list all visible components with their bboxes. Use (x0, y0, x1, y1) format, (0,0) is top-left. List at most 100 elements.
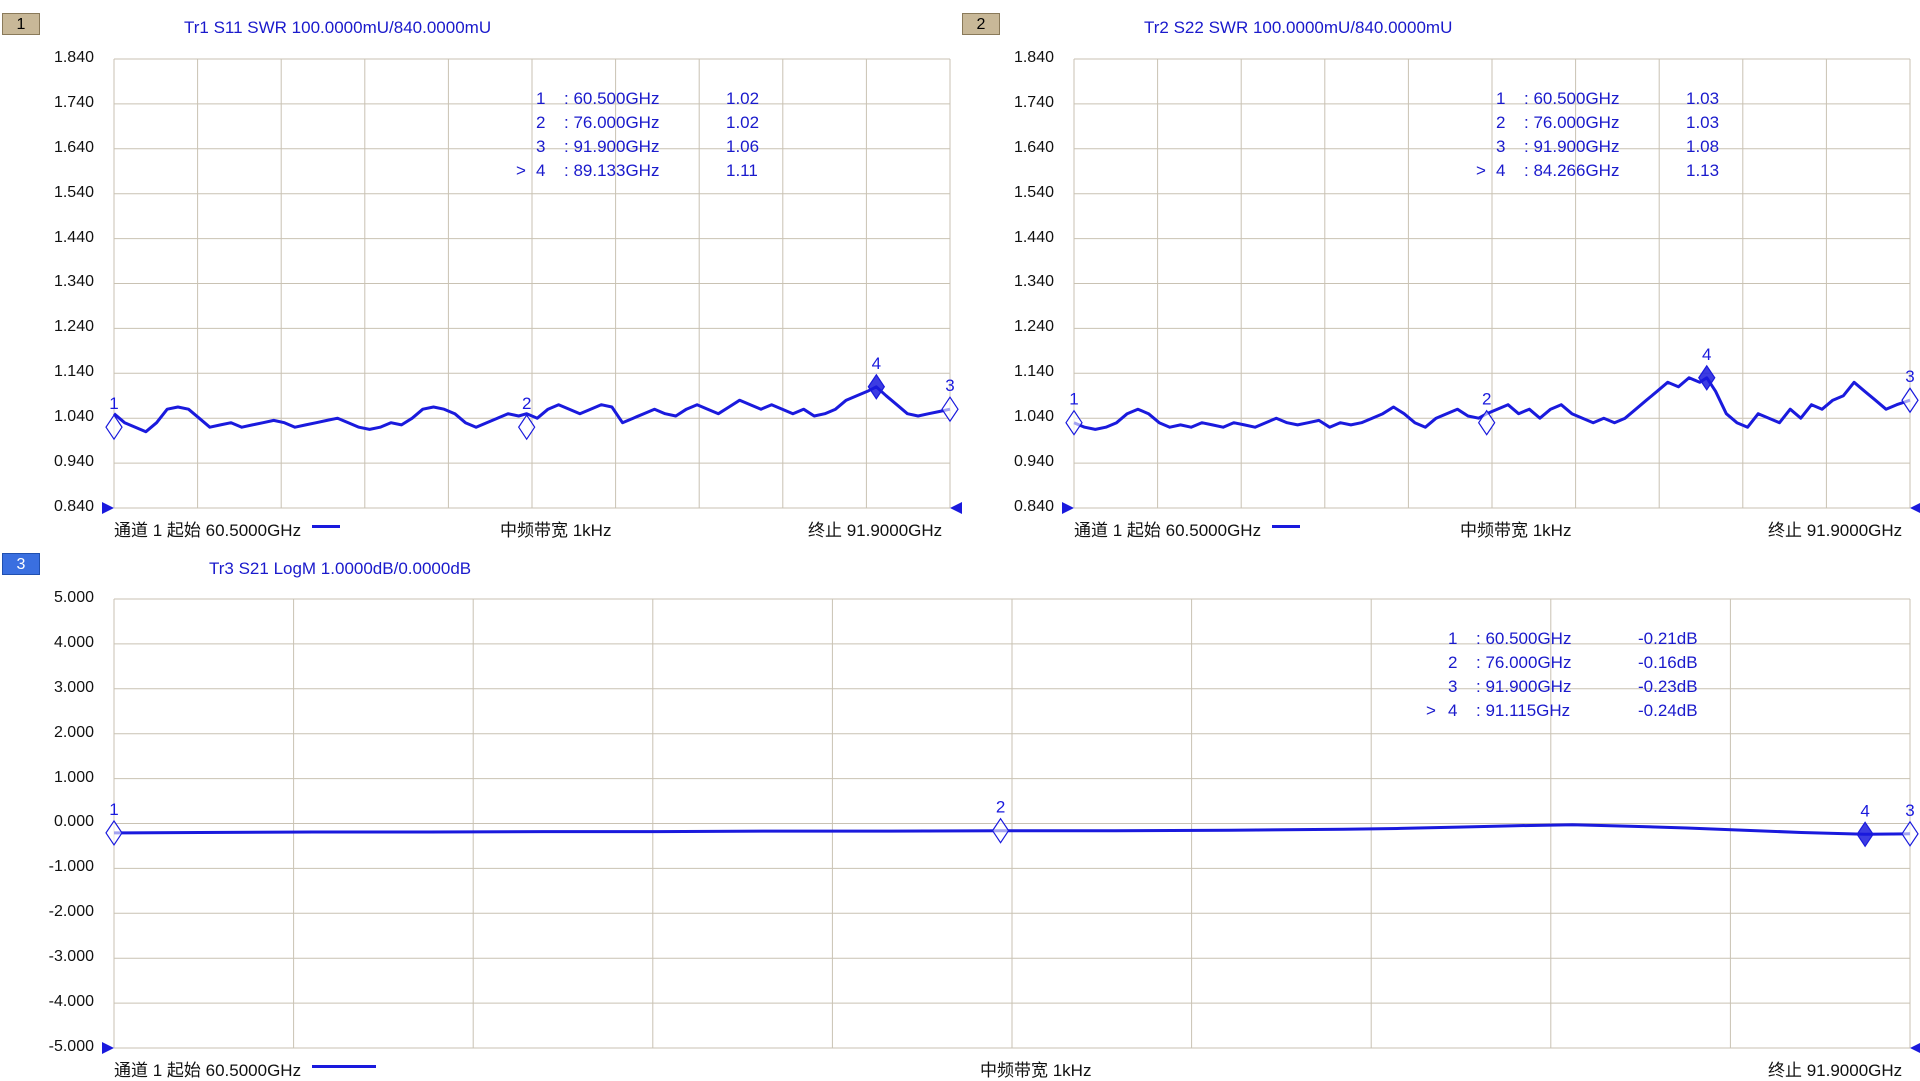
footer-start: 通道 1 起始 60.5000GHz (114, 521, 302, 540)
marker-label: 2 (1482, 390, 1491, 409)
marker-frequency: : 76.000GHz (1524, 113, 1620, 132)
y-tick-label: -4.000 (48, 993, 94, 1010)
marker-label: 1 (1069, 390, 1078, 409)
plot-area[interactable]: 1 2 3 4 (0, 540, 1920, 1080)
trace-panel-3[interactable]: 3 Tr3 S21 LogM 1.0000dB/0.0000dB 5.000 4… (0, 540, 1920, 1080)
reference-marker-left (102, 502, 114, 514)
marker-row: 1 : 60.500GHz -0.21dB (1420, 629, 1720, 649)
y-tick-label: -3.000 (48, 948, 94, 965)
marker-number: 3 (536, 137, 546, 156)
y-tick-label: 1.040 (1013, 408, 1054, 425)
trace-line (113, 823, 1911, 836)
plot-area[interactable]: 1 2 3 4 (960, 0, 1920, 540)
y-tick-label: 1.140 (53, 363, 94, 380)
trace-title[interactable]: Tr3 S21 LogM 1.0000dB/0.0000dB (209, 559, 472, 578)
marker-number: 1 (1496, 89, 1506, 108)
y-tick-label: 1.740 (53, 94, 94, 111)
y-tick-label: -5.000 (48, 1038, 94, 1055)
marker-diamond (105, 414, 123, 441)
y-tick-label: 1.440 (1013, 229, 1054, 246)
marker-number: 4 (1496, 161, 1506, 180)
y-tick-label: 1.640 (53, 139, 94, 156)
marker-label: 2 (522, 394, 531, 413)
marker-number: 2 (1448, 653, 1458, 672)
marker-row: > 4 : 91.115GHz -0.24dB (1420, 701, 1720, 721)
marker-value: 1.02 (726, 113, 760, 132)
y-tick-label: 0.940 (53, 453, 94, 470)
marker-row: 2 : 76.000GHz -0.16dB (1420, 653, 1720, 673)
marker-frequency: : 91.115GHz (1476, 701, 1571, 720)
marker-active: > (1426, 701, 1436, 720)
marker-value: -0.23dB (1638, 677, 1698, 696)
marker-frequency: : 91.900GHz (564, 137, 660, 156)
marker-diamond (1065, 409, 1083, 436)
trace-legend-line (312, 525, 340, 528)
plot-area[interactable]: 1 2 3 4 (0, 0, 962, 540)
marker-diamond (517, 414, 536, 441)
y-tick-label: 4.000 (53, 634, 94, 651)
y-tick-label: 0.940 (1013, 453, 1054, 470)
trace-badge[interactable]: 1 (2, 13, 40, 35)
y-tick-label: 1.440 (53, 229, 94, 246)
y-tick-label: -2.000 (48, 903, 94, 920)
y-tick-label: 1.000 (53, 769, 94, 786)
marker-label: 1 (109, 800, 118, 819)
footer-center: 中频带宽 1kHz (980, 1061, 1092, 1080)
marker-value: -0.21dB (1638, 629, 1698, 648)
y-tick-label: 2.000 (53, 724, 94, 741)
y-tick-label: 1.040 (53, 408, 94, 425)
marker-row: 1 : 60.500GHz 1.02 (510, 89, 780, 109)
marker-frequency: : 84.266GHz (1524, 161, 1620, 180)
marker-number: 1 (1448, 629, 1458, 648)
marker-label: 3 (1905, 367, 1914, 386)
marker-number: 2 (1496, 113, 1506, 132)
footer-start: 通道 1 起始 60.5000GHz (1074, 521, 1262, 540)
trace-line (113, 385, 951, 434)
marker-row: 3 : 91.900GHz -0.23dB (1420, 677, 1720, 697)
y-tick-label: 1.540 (1013, 184, 1054, 201)
trace-title[interactable]: Tr2 S22 SWR 100.0000mU/840.0000mU (1144, 18, 1453, 37)
reference-marker-right (950, 502, 962, 514)
marker-frequency: : 76.000GHz (564, 113, 660, 132)
marker-label: 4 (1860, 801, 1869, 820)
trace-title[interactable]: Tr1 S11 SWR 100.0000mU/840.0000mU (184, 18, 492, 37)
marker-frequency: : 60.500GHz (1476, 629, 1572, 648)
marker-value: -0.16dB (1638, 653, 1698, 672)
marker-number: 2 (536, 113, 546, 132)
y-tick-label: 5.000 (53, 589, 94, 606)
trace-badge[interactable]: 3 (2, 553, 40, 575)
marker-value: 1.11 (726, 161, 758, 180)
y-tick-label: 1.340 (1013, 273, 1054, 290)
marker-diamond (1901, 387, 1919, 414)
footer-stop: 终止 91.9000GHz (808, 521, 943, 540)
marker-value: -0.24dB (1638, 701, 1698, 720)
y-tick-label: 1.140 (1013, 363, 1054, 380)
y-tick-label: 0.000 (53, 813, 94, 830)
footer-start: 通道 1 起始 60.5000GHz (114, 1061, 302, 1080)
marker-diamond (105, 819, 123, 847)
marker-frequency: : 60.500GHz (1524, 89, 1620, 108)
trace-badge[interactable]: 2 (962, 13, 1000, 35)
marker-label: 2 (996, 798, 1005, 817)
marker-row: 3 : 91.900GHz 1.06 (510, 137, 780, 157)
marker-value: 1.03 (1686, 113, 1720, 132)
y-tick-label: 1.840 (1013, 49, 1054, 66)
marker-diamond (991, 817, 1010, 844)
reference-marker-right (1910, 503, 1920, 513)
marker-number: 3 (1448, 677, 1458, 696)
marker-diamond (1698, 364, 1716, 391)
marker-diamond (1901, 820, 1919, 847)
marker-label: 4 (1702, 345, 1711, 364)
marker-frequency: : 91.900GHz (1524, 137, 1620, 156)
marker-value: 1.08 (1686, 137, 1720, 156)
reference-marker-right (1910, 1043, 1920, 1053)
reference-marker-left (1062, 502, 1074, 514)
marker-diamond (941, 396, 959, 423)
trace-panel-2[interactable]: 2 Tr2 S22 SWR 100.0000mU/840.0000mU 1.84… (960, 0, 1920, 540)
marker-diamond (1477, 409, 1496, 436)
trace-panel-1[interactable]: 1 Tr1 S11 SWR 100.0000mU/840.0000mU 1.84… (0, 0, 962, 540)
marker-diamond (1856, 821, 1874, 848)
marker-active: > (1476, 161, 1486, 180)
y-tick-label: 3.000 (53, 679, 94, 696)
marker-label: 3 (945, 376, 954, 395)
